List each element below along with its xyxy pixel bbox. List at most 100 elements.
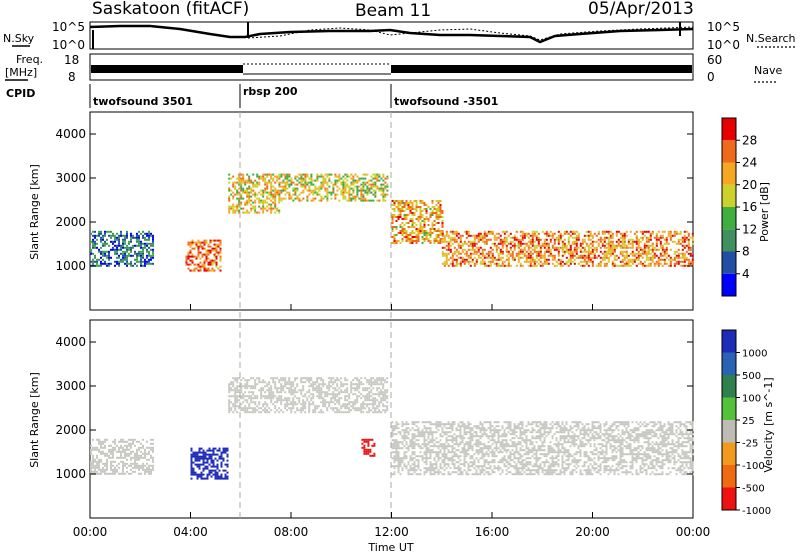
velocity-cell bbox=[489, 439, 492, 442]
velocity-cell bbox=[501, 447, 504, 450]
velocity-cell bbox=[202, 461, 205, 464]
power-cell bbox=[280, 173, 283, 176]
power-cell bbox=[344, 189, 347, 192]
velocity-cell bbox=[441, 435, 444, 438]
velocity-cell bbox=[457, 443, 460, 446]
power-cell bbox=[445, 256, 448, 259]
velocity-cell bbox=[491, 453, 494, 456]
power-cell bbox=[473, 248, 476, 251]
power-cell bbox=[491, 242, 494, 245]
velocity-cell bbox=[405, 435, 408, 438]
velocity-cell bbox=[286, 387, 289, 390]
power-cell bbox=[547, 242, 550, 245]
velocity-cell bbox=[380, 389, 383, 392]
power-cell bbox=[242, 177, 245, 180]
velocity-cell bbox=[481, 471, 484, 474]
power-cell bbox=[320, 181, 323, 184]
power-cell bbox=[509, 242, 512, 245]
velocity-cell bbox=[465, 431, 468, 434]
power-cell bbox=[395, 240, 398, 242]
velocity-cell bbox=[252, 385, 255, 388]
velocity-cell bbox=[374, 383, 377, 386]
power-cell bbox=[453, 264, 456, 267]
power-cell bbox=[607, 248, 610, 251]
power-cell bbox=[641, 232, 644, 235]
velocity-cell bbox=[372, 397, 375, 400]
power-cell bbox=[625, 230, 628, 233]
power-cell bbox=[136, 240, 138, 243]
velocity-cell bbox=[483, 459, 486, 462]
velocity-cell bbox=[368, 383, 371, 386]
power-cell bbox=[477, 256, 480, 259]
power-cell bbox=[106, 230, 108, 233]
velocity-cell bbox=[260, 397, 263, 400]
power-cell bbox=[118, 256, 120, 259]
velocity-cell bbox=[336, 377, 339, 380]
velocity-cell bbox=[228, 395, 231, 398]
power-cell bbox=[477, 250, 480, 253]
power-cell bbox=[639, 254, 642, 257]
velocity-cell bbox=[469, 435, 472, 438]
power-cell bbox=[308, 187, 311, 190]
velocity-cell bbox=[132, 470, 134, 473]
velocity-cell bbox=[395, 455, 398, 458]
power-cell bbox=[395, 200, 398, 202]
velocity-cell bbox=[435, 445, 438, 448]
power-cell bbox=[286, 175, 289, 178]
power-cell bbox=[242, 181, 245, 184]
power-cell bbox=[238, 197, 241, 200]
velocity-cell bbox=[286, 383, 289, 386]
power-cell bbox=[124, 242, 126, 245]
velocity-cell bbox=[214, 471, 217, 474]
velocity-cell bbox=[112, 448, 114, 451]
velocity-cell bbox=[90, 470, 92, 473]
velocity-cell bbox=[100, 450, 102, 453]
power-cell bbox=[415, 206, 418, 208]
power-cell bbox=[384, 193, 387, 196]
power-cell bbox=[136, 238, 138, 241]
power-cell bbox=[120, 258, 122, 261]
velocity-cell bbox=[495, 467, 498, 470]
power-cell bbox=[356, 175, 359, 178]
power-cell bbox=[376, 199, 379, 202]
velocity-cell bbox=[326, 401, 329, 404]
power-cell bbox=[215, 243, 218, 246]
velocity-cell bbox=[240, 403, 243, 406]
power-cell bbox=[90, 252, 92, 255]
power-cell bbox=[589, 250, 592, 253]
power-cell bbox=[310, 189, 313, 192]
velocity-cell bbox=[397, 463, 400, 466]
velocity-cell bbox=[248, 385, 251, 388]
power-cell bbox=[270, 211, 273, 214]
power-cell bbox=[481, 260, 484, 263]
power-cell bbox=[621, 238, 624, 241]
power-cell bbox=[344, 185, 347, 188]
velocity-cell bbox=[290, 385, 293, 388]
power-cell bbox=[364, 181, 367, 184]
velocity-cell bbox=[497, 425, 500, 428]
power-cell bbox=[270, 209, 273, 212]
velocity-cell bbox=[304, 381, 307, 384]
power-cell bbox=[197, 241, 200, 244]
velocity-cell bbox=[198, 459, 201, 462]
power-cell bbox=[118, 240, 120, 243]
power-cell bbox=[557, 236, 560, 239]
power-cell bbox=[591, 248, 594, 251]
power-cell bbox=[338, 173, 341, 176]
power-cell bbox=[288, 193, 291, 196]
power-cell bbox=[553, 242, 556, 245]
power-cell bbox=[360, 193, 363, 196]
velocity-cell bbox=[234, 407, 237, 410]
power-cell bbox=[517, 244, 520, 247]
power-cell bbox=[675, 242, 678, 245]
velocity-cell bbox=[312, 403, 315, 406]
velocity-cell bbox=[202, 451, 205, 454]
power-cell bbox=[635, 252, 638, 255]
power-cell bbox=[537, 240, 540, 243]
velocity-cell bbox=[136, 454, 138, 457]
velocity-cell bbox=[350, 409, 353, 412]
power-cell bbox=[609, 230, 612, 233]
power-cell bbox=[655, 236, 658, 239]
power-cell bbox=[256, 211, 259, 214]
power-cell bbox=[132, 234, 134, 237]
